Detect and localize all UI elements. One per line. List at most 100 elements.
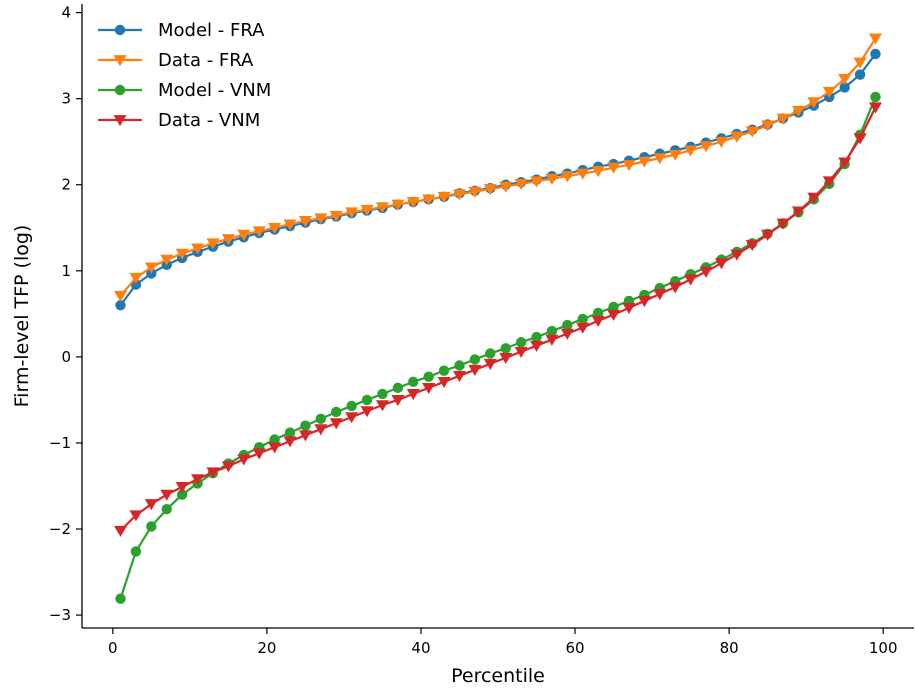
series-lines bbox=[114, 33, 882, 604]
data-point bbox=[314, 213, 328, 225]
data-point bbox=[408, 376, 419, 388]
data-point bbox=[300, 420, 311, 431]
data-point bbox=[546, 325, 558, 337]
data-point bbox=[607, 162, 621, 174]
data-point bbox=[237, 229, 251, 241]
data-point bbox=[822, 86, 836, 98]
data-point bbox=[360, 406, 374, 418]
y-tick-label: −2 bbox=[49, 520, 71, 538]
series-data-fra bbox=[114, 33, 882, 302]
data-point bbox=[515, 337, 527, 348]
data-point bbox=[206, 238, 220, 250]
legend-label: Model - FRA bbox=[158, 20, 265, 41]
x-axis-label: Percentile bbox=[451, 665, 545, 687]
legend-label: Data - VNM bbox=[158, 110, 260, 131]
data-point bbox=[176, 489, 188, 500]
data-point bbox=[191, 243, 205, 255]
data-point bbox=[560, 328, 574, 340]
data-point bbox=[868, 33, 882, 45]
data-point bbox=[699, 266, 713, 278]
data-point bbox=[406, 389, 420, 401]
data-point bbox=[562, 319, 573, 331]
data-point bbox=[284, 427, 296, 438]
data-point bbox=[839, 82, 850, 93]
y-tick-label: 2 bbox=[61, 176, 71, 194]
data-point bbox=[423, 371, 434, 382]
data-point bbox=[298, 216, 312, 228]
data-point bbox=[452, 189, 466, 201]
data-point bbox=[252, 448, 266, 460]
data-point bbox=[252, 226, 266, 238]
data-point bbox=[237, 454, 251, 466]
data-point bbox=[375, 202, 389, 214]
data-point bbox=[391, 395, 405, 407]
data-point bbox=[469, 354, 481, 365]
y-tick-label: 3 bbox=[61, 90, 71, 108]
data-point bbox=[853, 133, 867, 145]
y-axis-label: Firm-level TFP (log) bbox=[11, 225, 33, 408]
data-point bbox=[776, 218, 790, 230]
data-point bbox=[160, 489, 174, 501]
data-point bbox=[329, 418, 343, 430]
series-line bbox=[119, 37, 877, 297]
data-point bbox=[577, 313, 588, 325]
data-point bbox=[144, 262, 158, 274]
data-point bbox=[175, 481, 189, 494]
data-point bbox=[129, 510, 143, 522]
data-point bbox=[377, 388, 388, 400]
x-tick-label: 0 bbox=[108, 639, 118, 657]
data-point bbox=[591, 315, 605, 327]
data-point bbox=[268, 222, 282, 234]
data-point bbox=[730, 131, 744, 143]
data-point bbox=[268, 442, 282, 454]
legend-label: Data - FRA bbox=[158, 50, 254, 71]
data-point bbox=[514, 346, 528, 358]
data-point bbox=[206, 467, 220, 479]
legend-entry: Data - VNM bbox=[98, 110, 260, 131]
data-point bbox=[438, 365, 450, 376]
data-point bbox=[499, 352, 513, 364]
data-point bbox=[175, 248, 189, 260]
y-tick-label: −1 bbox=[49, 434, 71, 452]
data-point bbox=[868, 102, 882, 114]
data-point bbox=[714, 136, 728, 148]
data-point bbox=[791, 105, 805, 117]
x-tick-label: 80 bbox=[720, 639, 739, 657]
data-point bbox=[346, 400, 357, 412]
data-point bbox=[684, 274, 698, 286]
data-point bbox=[576, 168, 590, 180]
data-point bbox=[622, 160, 636, 172]
data-point bbox=[531, 331, 542, 343]
x-tick-label: 100 bbox=[869, 639, 898, 657]
data-point bbox=[870, 48, 881, 60]
series-data-vnm bbox=[114, 102, 882, 537]
data-point bbox=[637, 296, 651, 308]
legend: Model - FRA Data - FRA Model - VNM Data - V… bbox=[98, 20, 271, 131]
data-point bbox=[592, 307, 604, 319]
data-point bbox=[422, 194, 436, 206]
data-point bbox=[406, 197, 420, 209]
data-point bbox=[545, 173, 559, 185]
legend-marker bbox=[113, 55, 127, 67]
y-tick-label: 0 bbox=[61, 348, 71, 366]
series-line bbox=[119, 96, 877, 600]
data-point bbox=[854, 69, 866, 80]
data-point bbox=[822, 176, 836, 188]
data-point bbox=[314, 424, 328, 436]
data-point bbox=[129, 272, 143, 284]
data-point bbox=[838, 74, 852, 86]
data-point bbox=[870, 91, 881, 103]
data-point bbox=[637, 156, 651, 168]
x-tick-label: 20 bbox=[257, 639, 276, 657]
data-point bbox=[345, 412, 359, 424]
data-point bbox=[283, 436, 297, 448]
legend-entry: Model - FRA bbox=[98, 20, 265, 41]
data-point bbox=[653, 153, 667, 165]
data-point bbox=[221, 234, 235, 246]
data-point bbox=[745, 240, 759, 252]
data-point bbox=[514, 179, 528, 191]
data-point bbox=[454, 360, 465, 371]
data-point bbox=[483, 358, 497, 370]
data-point bbox=[468, 186, 482, 198]
data-point bbox=[745, 126, 759, 138]
